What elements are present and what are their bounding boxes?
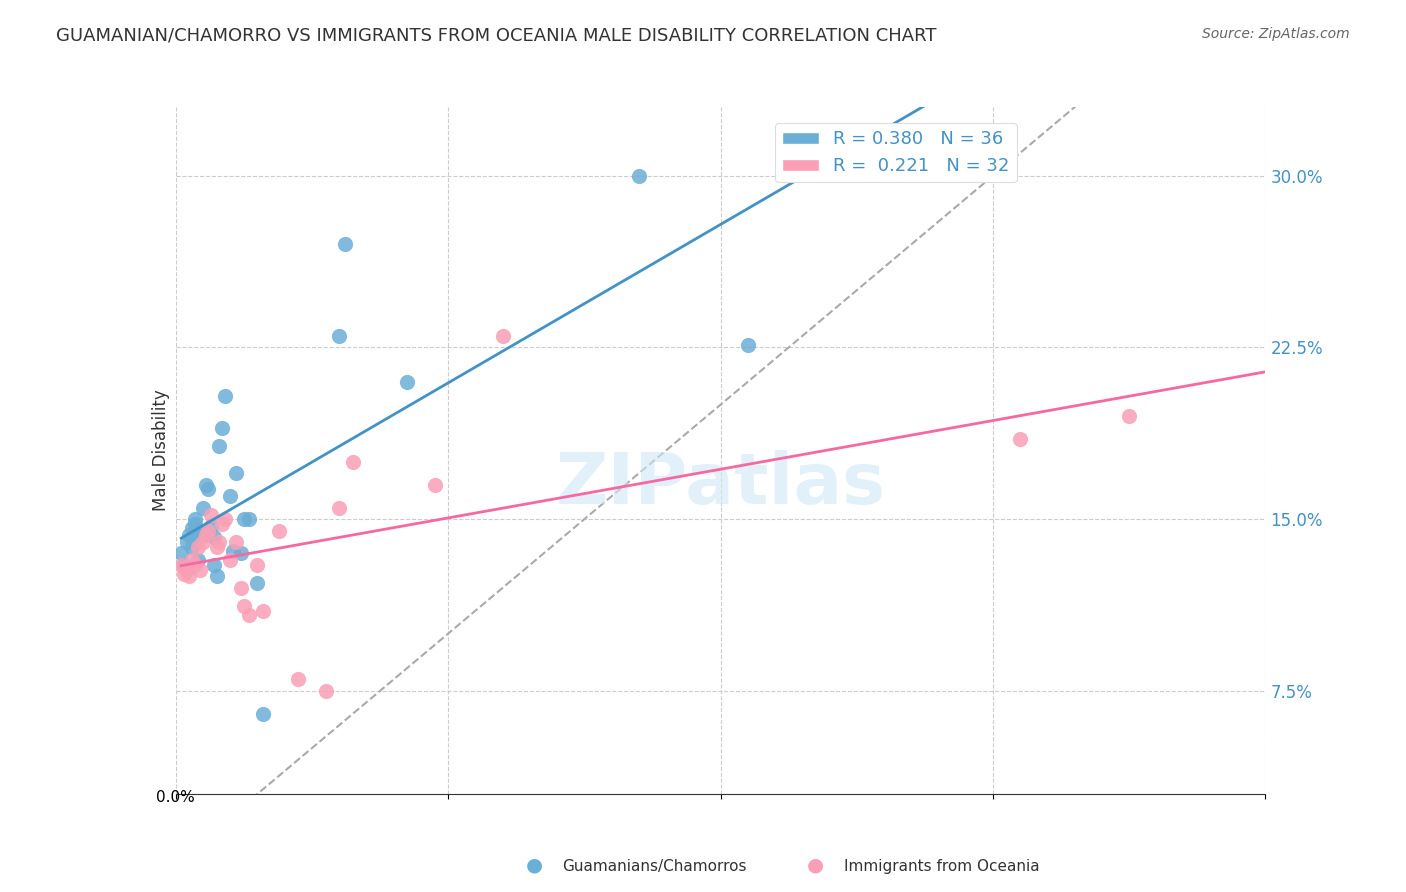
Point xyxy=(170,546,193,561)
Point xyxy=(252,706,274,721)
Point xyxy=(181,521,204,535)
Point xyxy=(200,519,222,533)
Y-axis label: Male Disability: Male Disability xyxy=(152,390,170,511)
Point xyxy=(231,581,253,595)
Point xyxy=(200,508,222,522)
Point xyxy=(219,553,242,567)
Point xyxy=(396,375,419,389)
Point xyxy=(214,388,236,402)
Point xyxy=(225,535,247,549)
Point xyxy=(252,604,274,618)
Point xyxy=(333,237,356,252)
Point xyxy=(232,599,254,614)
Point xyxy=(188,524,211,538)
Point xyxy=(194,528,217,542)
Point xyxy=(222,544,245,558)
Point xyxy=(231,546,253,561)
Point xyxy=(211,420,233,434)
Point xyxy=(246,558,269,572)
Point xyxy=(269,524,291,538)
Point xyxy=(342,455,364,469)
Point xyxy=(191,528,214,542)
Text: Source: ZipAtlas.com: Source: ZipAtlas.com xyxy=(1202,27,1350,41)
Point xyxy=(191,500,214,515)
Point xyxy=(176,562,198,576)
Point xyxy=(179,528,201,542)
Point xyxy=(184,516,207,531)
Point xyxy=(219,489,242,503)
Point xyxy=(184,558,207,572)
Text: ●: ● xyxy=(526,855,543,874)
Text: Immigrants from Oceania: Immigrants from Oceania xyxy=(844,859,1039,874)
Point xyxy=(181,540,204,554)
Text: GUAMANIAN/CHAMORRO VS IMMIGRANTS FROM OCEANIA MALE DISABILITY CORRELATION CHART: GUAMANIAN/CHAMORRO VS IMMIGRANTS FROM OC… xyxy=(56,27,936,45)
Point xyxy=(191,535,214,549)
Point xyxy=(173,567,195,582)
Point xyxy=(238,512,260,526)
Point xyxy=(1010,432,1032,446)
Point xyxy=(208,439,231,453)
Point xyxy=(197,524,219,538)
Point xyxy=(211,516,233,531)
Point xyxy=(328,500,350,515)
Point xyxy=(202,531,225,545)
Point xyxy=(176,535,198,549)
Point xyxy=(205,569,228,583)
Point xyxy=(238,608,260,623)
Point xyxy=(176,562,198,576)
Point xyxy=(188,562,211,576)
Point xyxy=(1118,409,1140,424)
Point xyxy=(181,553,204,567)
Point xyxy=(186,540,209,554)
Point xyxy=(287,673,309,687)
Text: 0.0%: 0.0% xyxy=(156,790,195,805)
Point xyxy=(737,338,759,352)
Text: ZIPatlas: ZIPatlas xyxy=(555,450,886,519)
Point xyxy=(627,169,650,183)
Point xyxy=(423,478,446,492)
Point xyxy=(173,558,195,572)
Point xyxy=(170,558,193,572)
Point xyxy=(205,540,228,554)
Point xyxy=(328,329,350,343)
Point xyxy=(202,558,225,572)
Point xyxy=(214,512,236,526)
Point xyxy=(315,683,337,698)
Point xyxy=(232,512,254,526)
Point xyxy=(186,553,209,567)
Point xyxy=(208,535,231,549)
Point xyxy=(492,329,515,343)
Point xyxy=(184,512,207,526)
Text: Guamanians/Chamorros: Guamanians/Chamorros xyxy=(562,859,747,874)
Point xyxy=(194,478,217,492)
Text: ●: ● xyxy=(807,855,824,874)
Point xyxy=(179,569,201,583)
Point xyxy=(197,483,219,497)
Legend: R = 0.380   N = 36, R =  0.221   N = 32: R = 0.380 N = 36, R = 0.221 N = 32 xyxy=(775,123,1017,182)
Point xyxy=(225,467,247,481)
Point xyxy=(246,576,269,591)
Point xyxy=(186,528,209,542)
